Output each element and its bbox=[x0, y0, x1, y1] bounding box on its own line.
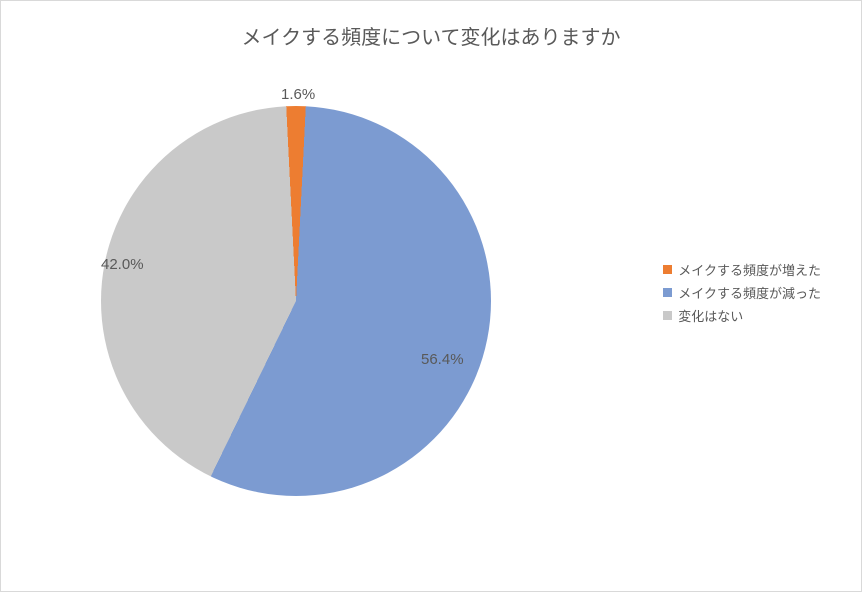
legend-swatch-1 bbox=[663, 288, 672, 297]
data-label-2: 42.0% bbox=[101, 256, 144, 273]
pie-chart-container: メイクする頻度について変化はありますか 1.6% 56.4% 42.0% メイク… bbox=[0, 0, 862, 592]
legend: メイクする頻度が増えた メイクする頻度が減った 変化はない bbox=[663, 256, 821, 329]
pie-chart bbox=[101, 106, 491, 496]
legend-label-2: 変化はない bbox=[678, 306, 743, 325]
legend-swatch-0 bbox=[663, 265, 672, 274]
pie-wrap: 1.6% 56.4% 42.0% bbox=[101, 106, 491, 496]
data-label-0: 1.6% bbox=[281, 86, 315, 103]
legend-item-0: メイクする頻度が増えた bbox=[663, 260, 821, 279]
legend-item-1: メイクする頻度が減った bbox=[663, 283, 821, 302]
legend-swatch-2 bbox=[663, 311, 672, 320]
data-label-1: 56.4% bbox=[421, 351, 464, 368]
legend-label-0: メイクする頻度が増えた bbox=[678, 260, 821, 279]
legend-item-2: 変化はない bbox=[663, 306, 821, 325]
chart-title: メイクする頻度について変化はありますか bbox=[1, 21, 861, 50]
legend-label-1: メイクする頻度が減った bbox=[678, 283, 821, 302]
